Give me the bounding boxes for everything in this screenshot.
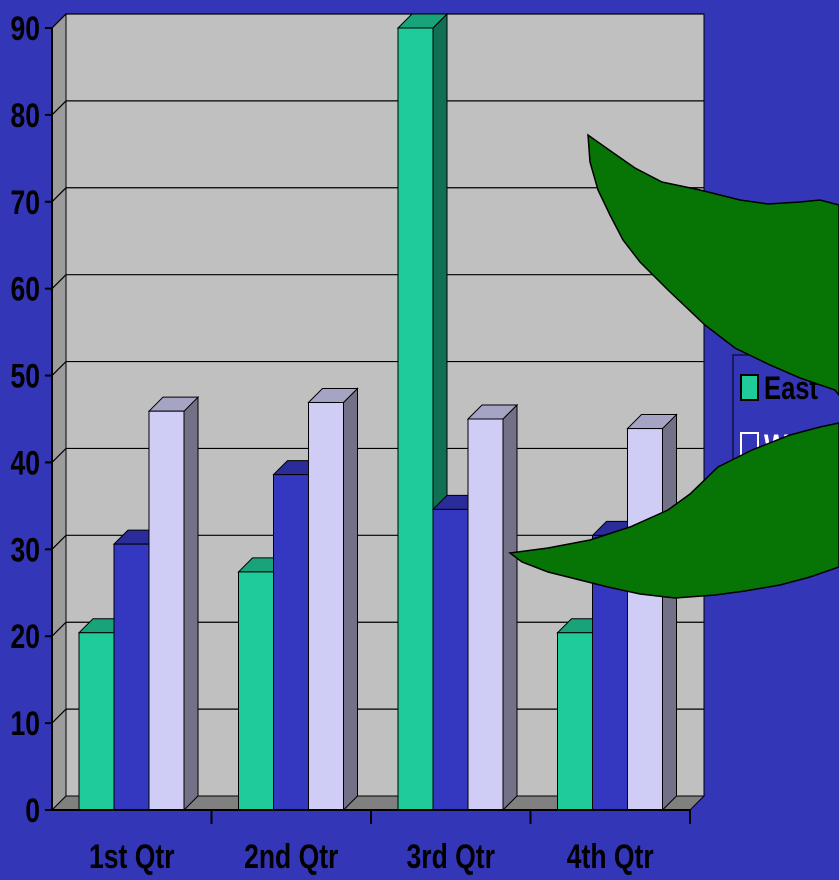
- y-tick-label: 10: [10, 705, 40, 743]
- gridline: [51, 274, 704, 290]
- y-tick-label: 30: [10, 531, 40, 569]
- gridline: [51, 360, 704, 376]
- y-tick-label: 90: [10, 10, 40, 48]
- plot-side-wall: [51, 12, 67, 812]
- y-tick-label: 70: [10, 184, 40, 222]
- gridline: [51, 100, 704, 116]
- gridline: [51, 187, 704, 203]
- y-tick-label: 40: [10, 444, 40, 482]
- bar-north-1: [147, 395, 200, 812]
- y-tick-label: 20: [10, 618, 40, 656]
- y-tick-label: 80: [10, 97, 40, 135]
- bar-north-4: [626, 413, 678, 812]
- x-tick-label: 1st Qtr: [89, 838, 175, 875]
- x-axis-ticks: 1st Qtr 2nd Qtr 3rd Qtr 4th Qtr: [89, 810, 691, 876]
- bars: [77, 12, 678, 812]
- bar-north-2: [307, 387, 359, 812]
- leaf-lower: [508, 422, 839, 599]
- bar-north-3: [466, 403, 519, 812]
- y-axis-ticks: 0 10 20 30 40 50 60 70 80 90: [10, 10, 52, 830]
- y-tick-label: 0: [25, 792, 40, 830]
- x-tick-label: 3rd Qtr: [407, 838, 496, 875]
- gridline: [51, 13, 704, 29]
- green-leaf-shape: [508, 133, 839, 599]
- leaf-upper: [587, 133, 839, 397]
- x-tick-label: 4th Qtr: [567, 838, 654, 875]
- legend-swatch-east: [740, 374, 759, 401]
- y-tick-label: 60: [10, 271, 40, 309]
- y-tick-label: 50: [10, 357, 40, 395]
- x-tick-label: 2nd Qtr: [244, 838, 338, 875]
